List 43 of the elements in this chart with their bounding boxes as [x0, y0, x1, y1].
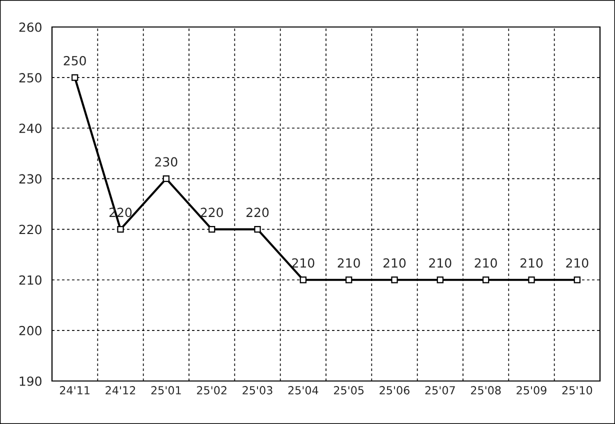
x-tick-label: 25'10 — [562, 386, 592, 394]
data-label: 210 — [474, 258, 497, 268]
x-tick-label: 25'06 — [380, 386, 410, 394]
x-tick-label: 25'02 — [196, 386, 226, 394]
x-tick-label: 25'03 — [242, 386, 272, 394]
y-tick-label: 220 — [19, 224, 42, 234]
y-tick-label: 190 — [20, 376, 42, 386]
point — [574, 276, 580, 284]
point — [528, 276, 535, 284]
point — [254, 226, 261, 233]
point — [162, 175, 170, 182]
data-label: 210 — [292, 258, 314, 268]
x-tick-label: 25'04 — [288, 386, 318, 394]
point — [208, 226, 216, 233]
data-label: 210 — [429, 258, 452, 268]
data-label: 250 — [64, 56, 86, 66]
point — [346, 276, 352, 284]
x-tick-label: 24'11 — [60, 386, 90, 394]
point — [436, 276, 444, 284]
point — [391, 276, 398, 284]
point — [117, 226, 124, 233]
y-tick-label: 210 — [19, 275, 42, 285]
y-tick-label: 240 — [19, 124, 42, 134]
y-tick-label: 230 — [19, 174, 42, 184]
y-tick-label: 260 — [19, 22, 42, 32]
data-label: 210 — [338, 258, 360, 268]
x-tick-label: 25'09 — [516, 386, 546, 394]
x-tick-label: 25'08 — [470, 386, 501, 394]
data-label: 210 — [566, 258, 588, 268]
data-label: 230 — [155, 157, 178, 167]
x-tick-label: 24'12 — [106, 386, 136, 394]
data-label: 210 — [520, 258, 543, 268]
x-tick-label: 25'05 — [334, 386, 364, 394]
point — [72, 74, 78, 81]
data-label: 210 — [383, 258, 406, 268]
y-tick-label: 250 — [19, 73, 42, 82]
point — [300, 276, 306, 284]
x-tick-label: 25'01 — [151, 386, 181, 394]
y-tick-label: 200 — [19, 326, 42, 336]
point — [482, 276, 490, 284]
data-label: 220 — [200, 208, 223, 218]
x-tick-label: 25'07 — [425, 386, 455, 394]
data-label: 220 — [246, 208, 269, 218]
